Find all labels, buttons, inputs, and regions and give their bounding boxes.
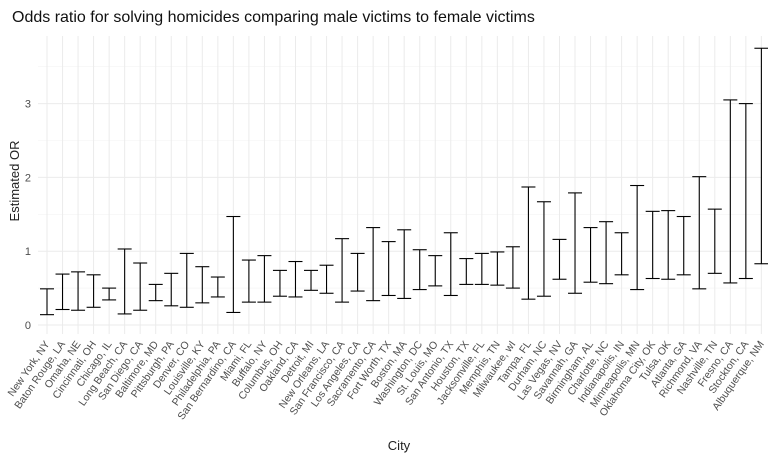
error-bar xyxy=(179,252,194,308)
error-bar xyxy=(133,262,148,311)
error-bar xyxy=(474,252,489,285)
error-bar xyxy=(614,232,629,276)
error-bar xyxy=(676,215,691,276)
y-axis-title: Estimated OR xyxy=(7,141,22,222)
y-tick-label: 3 xyxy=(25,99,31,111)
error-bars xyxy=(40,47,768,316)
error-bar xyxy=(599,221,614,285)
error-bar xyxy=(335,238,350,303)
error-bar xyxy=(148,283,163,302)
error-bar xyxy=(304,269,319,291)
error-bar xyxy=(86,274,101,308)
error-bar xyxy=(645,210,660,280)
error-bar xyxy=(738,103,753,280)
error-bar xyxy=(319,264,334,294)
y-tick-labels: 0 1 2 3 xyxy=(25,99,31,332)
error-bar xyxy=(55,273,70,311)
error-bar xyxy=(117,248,132,315)
y-gridlines xyxy=(38,66,762,326)
error-bar xyxy=(210,276,225,298)
error-bar xyxy=(630,184,645,291)
error-bar xyxy=(583,227,598,283)
error-bar xyxy=(443,232,458,297)
error-bar xyxy=(692,176,707,290)
error-bar xyxy=(164,272,179,307)
error-bar xyxy=(257,255,272,303)
error-bar xyxy=(366,227,381,302)
error-bar xyxy=(428,255,443,287)
error-bar xyxy=(71,271,86,311)
y-tick-label: 0 xyxy=(25,320,31,332)
error-bar xyxy=(754,47,768,265)
error-bar xyxy=(568,192,583,294)
y-tick-label: 2 xyxy=(25,172,31,184)
error-bar xyxy=(490,251,505,286)
error-bar xyxy=(536,201,551,297)
error-bar xyxy=(397,229,412,299)
error-bar xyxy=(272,269,287,297)
y-tick-label: 1 xyxy=(25,246,31,258)
chart-title: Odds ratio for solving homicides compari… xyxy=(12,9,535,26)
x-axis-title: City xyxy=(388,438,411,453)
error-bar xyxy=(40,288,54,316)
error-bar xyxy=(723,99,738,284)
error-bar xyxy=(195,266,210,304)
error-bar xyxy=(412,249,427,291)
error-bar xyxy=(241,259,256,303)
error-bar xyxy=(505,246,520,289)
error-bar xyxy=(288,260,303,298)
error-bar xyxy=(226,215,241,314)
error-bar xyxy=(661,210,676,280)
error-bar xyxy=(350,252,365,292)
error-bar xyxy=(552,238,567,280)
error-bar xyxy=(521,186,536,300)
error-bar xyxy=(459,258,474,285)
error-bar xyxy=(102,287,117,301)
error-bar xyxy=(381,241,396,297)
error-bar xyxy=(707,208,722,274)
